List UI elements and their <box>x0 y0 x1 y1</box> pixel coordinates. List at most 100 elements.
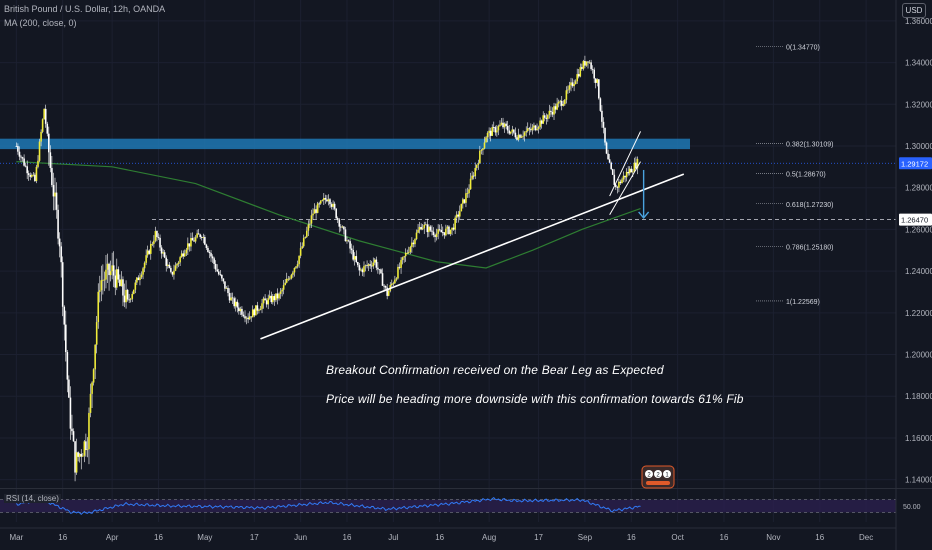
candle-body <box>477 163 480 165</box>
candle-body <box>46 123 49 134</box>
candle-body <box>44 108 47 124</box>
candle-body <box>621 179 623 184</box>
candle-body <box>534 125 537 131</box>
candle-body <box>565 90 568 100</box>
candle-body <box>525 131 528 133</box>
candles <box>15 55 639 482</box>
fib-level-label: 1(1.22569) <box>786 299 820 306</box>
candle-body <box>207 247 209 252</box>
currency-button[interactable]: USD <box>902 3 926 18</box>
candle-body <box>17 146 19 152</box>
candle-body <box>360 269 362 271</box>
candle-body <box>136 277 138 283</box>
x-tick-label: 16 <box>720 533 729 542</box>
candle-body <box>171 271 174 275</box>
candle-body <box>584 61 586 66</box>
candle-body <box>251 309 254 318</box>
candle-body <box>503 123 506 128</box>
candle-body <box>333 203 336 209</box>
candle-body <box>313 209 316 214</box>
candle-body <box>143 262 146 269</box>
candle-body <box>610 162 612 170</box>
candle-body <box>428 226 430 233</box>
candle-body <box>528 128 531 130</box>
candle-body <box>41 119 44 132</box>
candle-body <box>63 306 66 325</box>
candle-body <box>403 256 405 258</box>
candle-body <box>636 158 639 169</box>
rsi-pane: 50.00 <box>0 488 932 516</box>
candle-body <box>411 242 413 247</box>
candle-body <box>483 142 486 149</box>
candle-body <box>173 270 175 275</box>
candle-body <box>593 69 595 79</box>
candle-body <box>211 256 214 259</box>
down-arrow-head <box>638 211 650 220</box>
candle-body <box>74 441 76 473</box>
candle-body <box>539 120 541 127</box>
candle-body <box>295 266 297 268</box>
candle-body <box>347 240 350 242</box>
candle-body <box>306 230 308 237</box>
candle-body <box>472 175 475 177</box>
candle-body <box>367 264 370 266</box>
candle-body <box>244 316 246 319</box>
candle-body <box>548 110 551 115</box>
candle-body <box>170 267 172 272</box>
events-badge-bar <box>646 481 670 485</box>
candle-body <box>115 269 118 288</box>
candle-body <box>432 231 435 236</box>
candle-body <box>412 242 415 245</box>
candle-body <box>88 412 90 450</box>
candle-body <box>560 100 563 106</box>
candle-body <box>581 67 583 69</box>
candle-body <box>463 199 466 203</box>
candle-body <box>156 231 158 237</box>
candle-body <box>545 117 548 119</box>
candle-body <box>326 199 328 202</box>
y-tick-label: 1.28000 <box>905 184 932 193</box>
price-label-bg <box>899 213 932 226</box>
candle-body <box>191 237 194 241</box>
candle-body <box>222 278 225 282</box>
candle-body <box>98 290 101 292</box>
candle-body <box>424 224 427 226</box>
rsi-tick-label: 50.00 <box>903 504 921 511</box>
candle-body <box>554 106 557 110</box>
candle-body <box>176 263 178 266</box>
candle-body <box>421 228 424 230</box>
candle-body <box>475 164 478 168</box>
candle-body <box>139 277 141 281</box>
candle-body <box>92 369 95 383</box>
candle-body <box>182 253 185 257</box>
candle-body <box>69 397 72 429</box>
candle-body <box>279 291 282 294</box>
candle-body <box>255 305 257 316</box>
candle-body <box>508 130 511 134</box>
candle-body <box>281 289 283 292</box>
candle-body <box>613 174 616 185</box>
rsi-indicator-label[interactable]: RSI (14, close) <box>4 494 61 503</box>
candle-body <box>193 240 195 242</box>
candle-body <box>601 110 603 122</box>
candle-body <box>72 431 75 442</box>
candle-body <box>536 128 538 131</box>
candle-body <box>18 151 21 157</box>
candle-body <box>142 268 144 275</box>
candle-body <box>500 122 503 125</box>
candle-body <box>404 252 407 257</box>
candle-body <box>318 203 320 205</box>
candle-body <box>216 269 219 272</box>
x-tick-label: Apr <box>106 533 119 542</box>
candle-body <box>615 184 617 187</box>
candle-body <box>114 275 117 288</box>
candle-body <box>336 218 339 220</box>
candle-body <box>261 303 263 309</box>
y-tick-label: 1.16000 <box>905 434 932 443</box>
x-tick-label: 16 <box>815 533 824 542</box>
candle-body <box>397 266 399 279</box>
candle-body <box>245 317 248 319</box>
ma-indicator-label[interactable]: MA (200, close, 0) <box>4 18 77 28</box>
candle-body <box>574 81 577 85</box>
